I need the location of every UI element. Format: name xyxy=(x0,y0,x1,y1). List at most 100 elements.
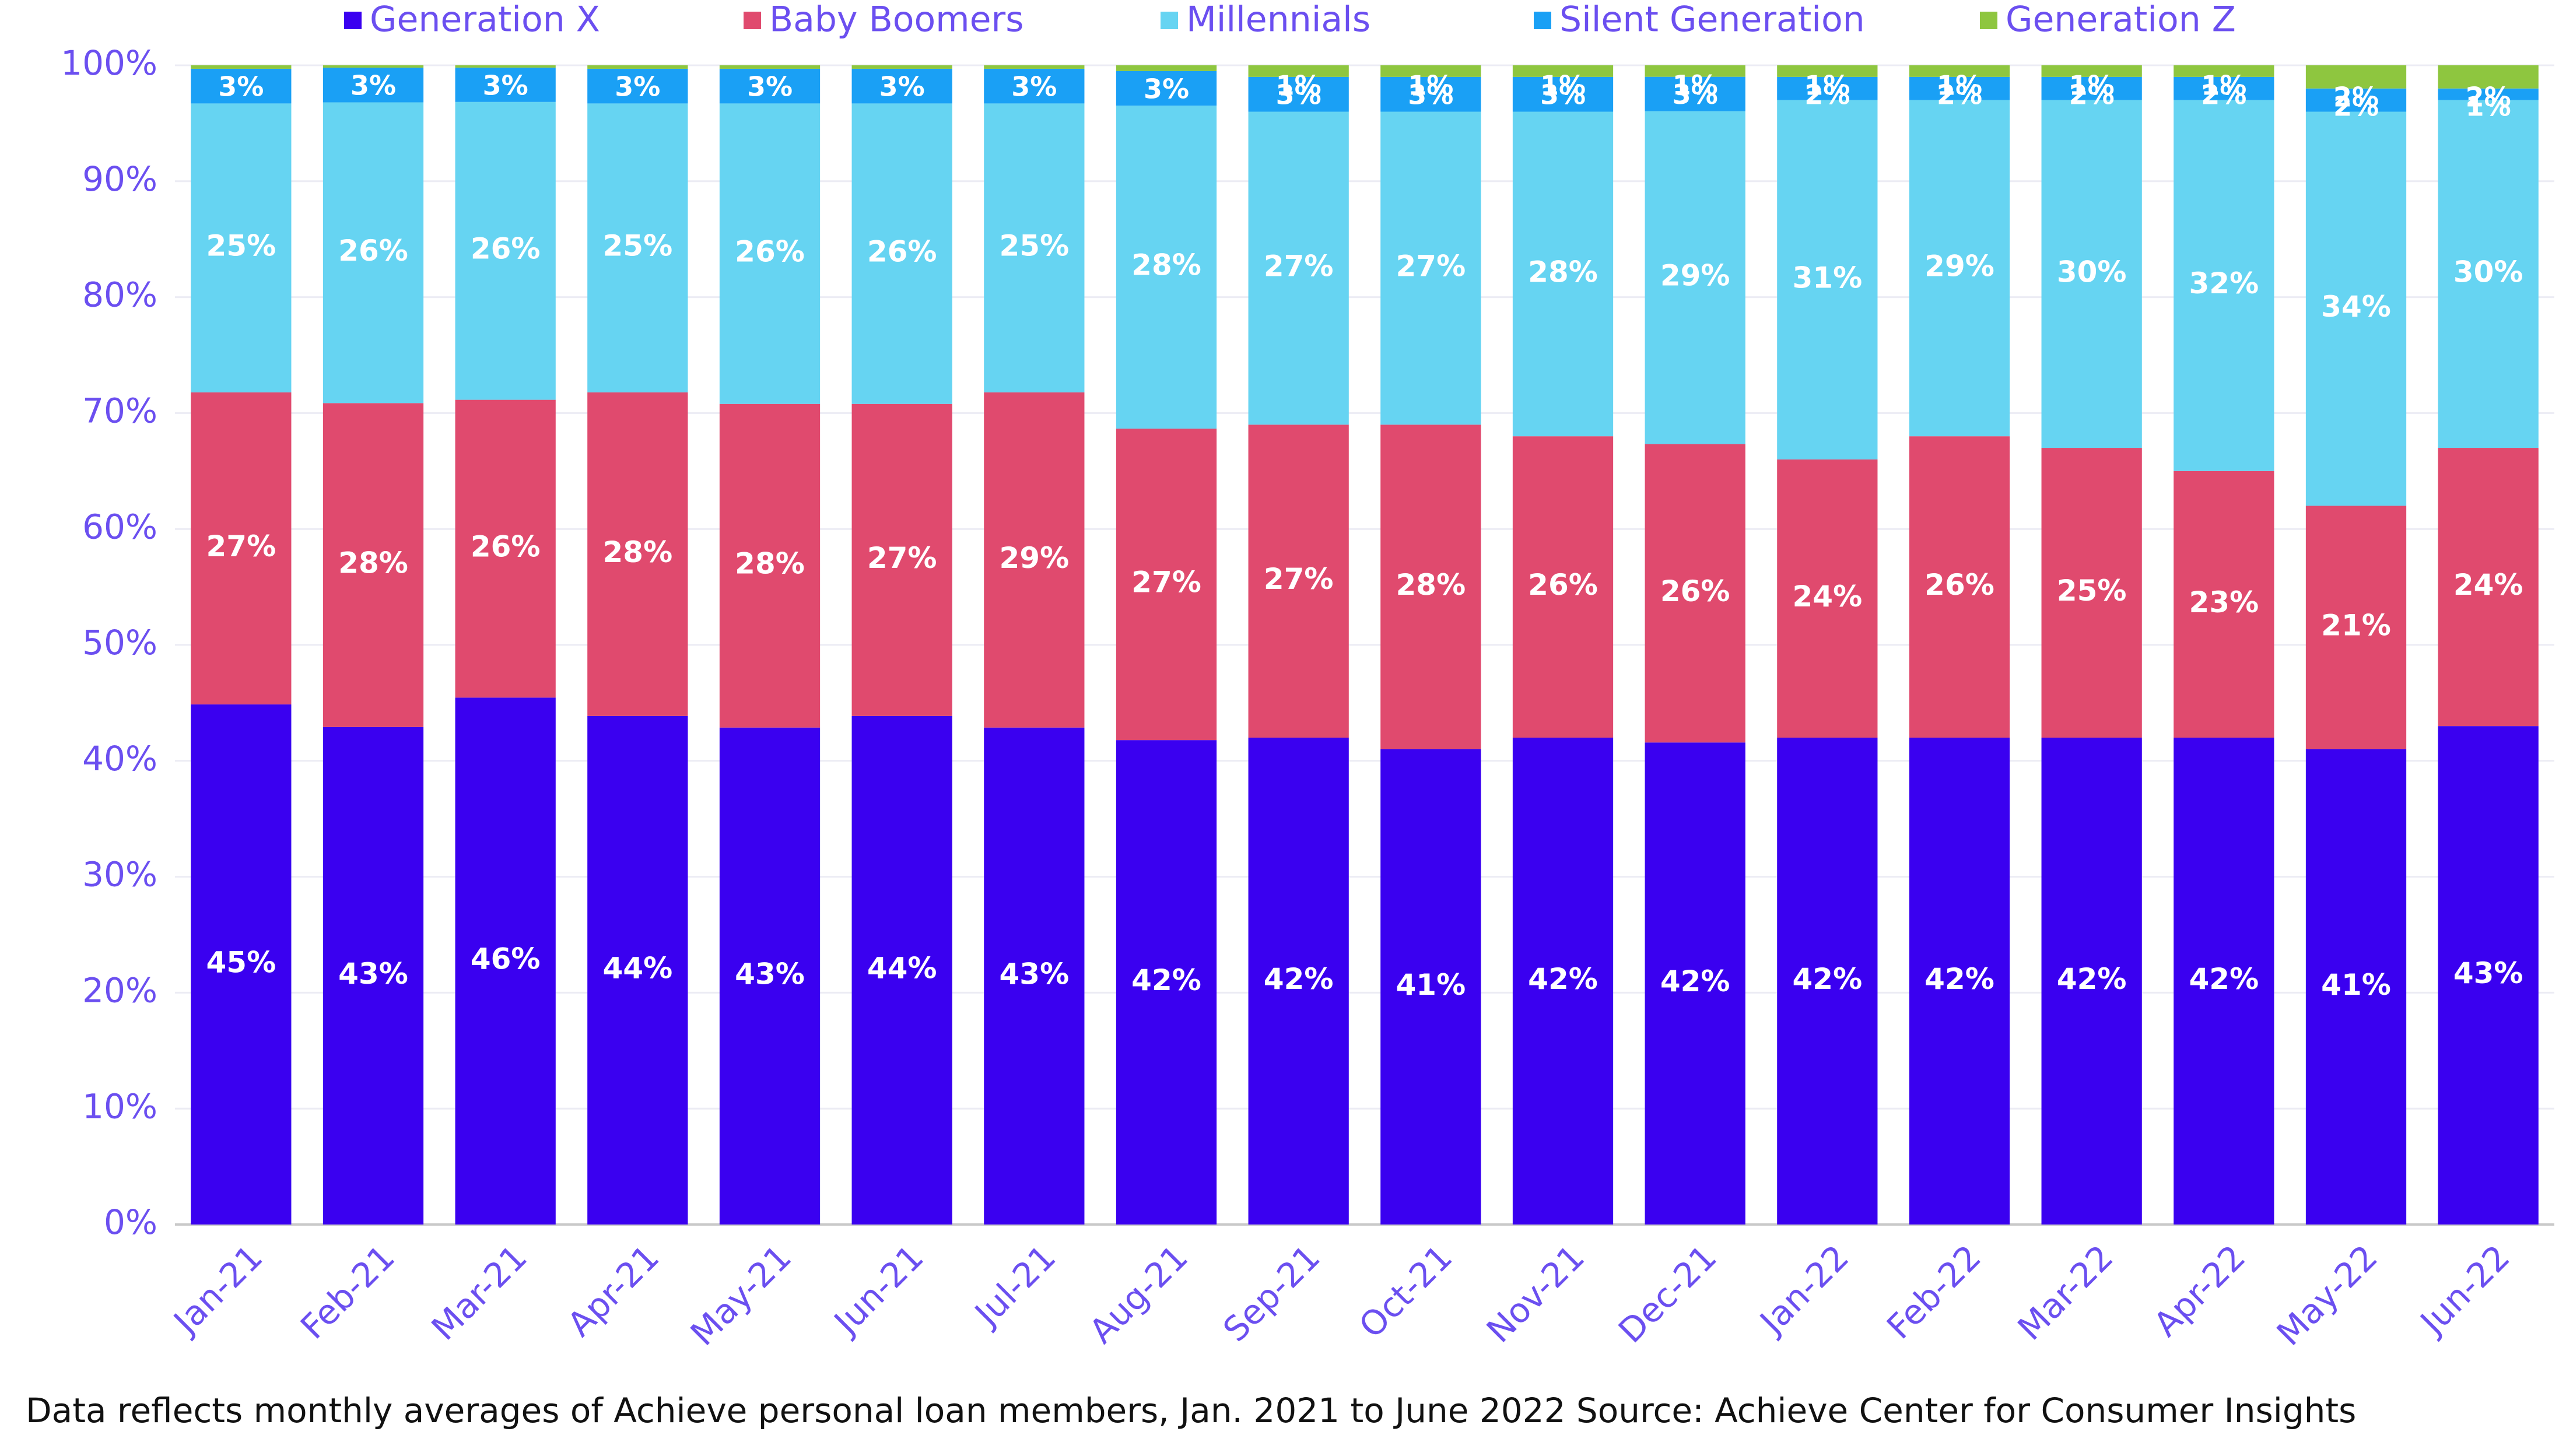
data-label: 45% xyxy=(206,946,276,980)
data-label: 2% xyxy=(2333,90,2379,122)
legend: Generation X Baby Boomers Millennials Silen… xyxy=(344,0,2236,40)
data-label: 41% xyxy=(1396,968,1466,1002)
bar-segment xyxy=(1380,424,1481,749)
bar-segment xyxy=(1645,111,1745,444)
bar-segment xyxy=(587,65,688,69)
data-label: 2% xyxy=(2069,79,2115,110)
data-label: 31% xyxy=(1792,261,1862,294)
data-label: 30% xyxy=(2453,255,2523,289)
bar-segment xyxy=(2174,738,2274,1225)
bar-segment xyxy=(1248,65,1349,77)
bar-segment xyxy=(1512,111,1614,437)
legend-swatch xyxy=(744,12,761,29)
bar-segment xyxy=(719,68,821,104)
data-label: 42% xyxy=(1792,962,1862,996)
bar-segment xyxy=(2041,76,2142,100)
y-tick-label: 30% xyxy=(82,855,157,894)
x-tick-label: Jan-22 xyxy=(1751,1237,1856,1342)
bar-segment xyxy=(1380,65,1481,77)
data-label: 3% xyxy=(1276,79,1321,110)
bar-segment xyxy=(455,67,556,102)
data-label: 26% xyxy=(1528,568,1598,602)
data-label: 42% xyxy=(2189,962,2259,996)
bar-segment xyxy=(191,103,292,392)
y-tick-label: 70% xyxy=(82,391,157,431)
data-label: 3% xyxy=(1144,73,1189,104)
x-tick-label: May-21 xyxy=(683,1237,799,1353)
data-label: 26% xyxy=(338,234,408,268)
legend-label: Baby Boomers xyxy=(769,0,1023,40)
data-label: 27% xyxy=(867,541,937,575)
legend-swatch xyxy=(1980,12,1997,29)
bar-segment xyxy=(1116,65,1217,71)
data-label: 3% xyxy=(615,71,660,102)
bar-segment xyxy=(1512,738,1614,1225)
data-label: 1% xyxy=(1408,69,1453,101)
data-label: 29% xyxy=(1924,249,1994,283)
x-tick-label: Sep-21 xyxy=(1215,1237,1327,1349)
data-label: 27% xyxy=(1131,566,1201,599)
bar-segment xyxy=(1777,738,1878,1225)
x-tick-label: Nov-21 xyxy=(1479,1237,1592,1350)
bar-segment xyxy=(1777,459,1878,738)
x-tick-label: Jul-21 xyxy=(966,1237,1064,1335)
bar-segment xyxy=(851,68,952,104)
bar-segment xyxy=(1116,740,1217,1225)
data-label: 43% xyxy=(338,957,408,991)
stacked-bar-chart: 45% 27% 25% 3% 43% 28% 26% 3% 46% 26% 26% 3% 44% 28% 2… xyxy=(61,0,2554,1353)
bar-segment xyxy=(455,399,556,698)
bar-segment xyxy=(1512,436,1614,738)
bar-segment xyxy=(2174,65,2274,77)
x-tick-label: Jan-21 xyxy=(165,1237,270,1342)
bar-segment xyxy=(984,68,1085,104)
x-tick-label: Aug-21 xyxy=(1082,1237,1196,1351)
data-label: 28% xyxy=(338,546,408,580)
bar-segment xyxy=(2041,738,2142,1225)
data-label: 26% xyxy=(471,232,541,266)
bar-segment xyxy=(851,404,952,716)
bar-segment xyxy=(984,65,1085,69)
bar-segment xyxy=(984,103,1085,392)
data-label: 26% xyxy=(735,235,805,269)
bar-segment xyxy=(1116,106,1217,429)
bar-segment xyxy=(2305,65,2407,89)
data-label: 1% xyxy=(2201,69,2246,101)
bar-segment xyxy=(1116,429,1217,741)
data-label: 25% xyxy=(602,229,672,263)
bar-segment xyxy=(1777,100,1878,459)
data-label: 1% xyxy=(2069,69,2115,101)
bar-segment xyxy=(1909,738,2010,1225)
data-label: 3% xyxy=(1011,71,1057,102)
y-tick-label: 0% xyxy=(104,1202,157,1242)
data-label: 2% xyxy=(1804,79,1850,110)
bar-segment xyxy=(2041,448,2142,738)
bar-segment xyxy=(1248,738,1349,1225)
legend-label: Silent Generation xyxy=(1559,0,1865,40)
legend-label: Generation Z xyxy=(2006,0,2236,40)
bar-segment xyxy=(322,65,424,68)
data-label: 3% xyxy=(1540,79,1586,110)
data-label: 3% xyxy=(879,71,925,102)
data-label: 26% xyxy=(1924,568,1994,602)
x-tick-label: Jun-22 xyxy=(2411,1237,2517,1343)
bar-segment xyxy=(191,392,292,705)
bar-segment xyxy=(2174,471,2274,738)
x-tick-label: Apr-22 xyxy=(2146,1237,2253,1344)
data-label: 26% xyxy=(867,235,937,269)
data-label: 1% xyxy=(2466,90,2511,122)
data-label: 26% xyxy=(1660,574,1730,608)
bar-segment xyxy=(2174,76,2274,100)
bar-segment xyxy=(322,102,424,404)
data-label: 3% xyxy=(350,69,396,101)
bar-segment xyxy=(2438,448,2539,727)
data-label: 42% xyxy=(1131,963,1201,997)
data-label: 2% xyxy=(1937,79,1982,110)
y-tick-label: 10% xyxy=(82,1086,157,1126)
data-label: 28% xyxy=(1131,248,1201,282)
bar-segment xyxy=(2041,100,2142,448)
bar-segment xyxy=(2305,111,2407,506)
bar-segment xyxy=(322,727,424,1225)
x-tick-label: Mar-21 xyxy=(424,1237,535,1348)
bar-segment xyxy=(719,103,821,404)
data-label: 27% xyxy=(1264,562,1334,596)
